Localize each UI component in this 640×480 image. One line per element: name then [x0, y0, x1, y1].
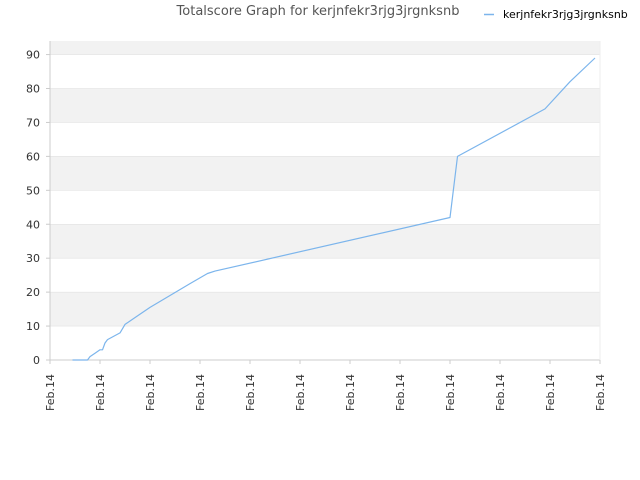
y-tick-label: 0 — [33, 354, 40, 367]
y-tick-label: 70 — [26, 116, 40, 129]
plot-band — [50, 224, 600, 259]
grid-lines — [50, 54, 600, 361]
x-tick-label: Feb.14 — [444, 374, 457, 411]
x-tick-label: Feb.14 — [144, 374, 157, 411]
y-tick-labels: 0 10 20 30 40 50 60 70 80 90 — [26, 49, 50, 367]
y-tick-label: 50 — [26, 184, 40, 197]
chart-title: Totalscore Graph for kerjnfekr3rjg3jrgnk… — [176, 4, 460, 19]
legend: kerjnfekr3rjg3jrgnksnb — [484, 8, 628, 21]
x-tick-label: Feb.14 — [194, 374, 207, 411]
axes — [49, 41, 601, 361]
plot-band — [50, 156, 600, 191]
x-tick-label: Feb.14 — [344, 374, 357, 411]
x-tick-label: Feb.14 — [494, 374, 507, 411]
series-line — [72, 57, 596, 361]
plot-band — [50, 88, 600, 123]
x-tick-labels: Feb.14 Feb.14 Feb.14 Feb.14 Feb.14 Feb.14 Feb.… — [44, 360, 607, 411]
x-tick-label: Feb.14 — [544, 374, 557, 411]
y-tick-label: 60 — [26, 150, 40, 163]
x-tick-label: Feb.14 — [294, 374, 307, 411]
y-tick-label: 90 — [26, 49, 40, 62]
legend-label: kerjnfekr3rjg3jrgnksnb — [503, 8, 628, 21]
plot-band-top — [50, 41, 600, 55]
y-tick-label: 30 — [26, 252, 40, 265]
y-tick-label: 20 — [26, 286, 40, 299]
x-tick-label: Feb.14 — [94, 374, 107, 411]
x-tick-label: Feb.14 — [394, 374, 407, 411]
y-tick-label: 40 — [26, 218, 40, 231]
x-tick-label: Feb.14 — [244, 374, 257, 411]
plot-band — [50, 292, 600, 327]
y-tick-label: 10 — [26, 320, 40, 333]
plot-bands — [50, 41, 600, 327]
x-tick-label: Feb.14 — [44, 374, 57, 411]
x-tick-label: Feb.14 — [594, 374, 607, 411]
y-tick-label: 80 — [26, 83, 40, 96]
series-group — [72, 57, 596, 361]
